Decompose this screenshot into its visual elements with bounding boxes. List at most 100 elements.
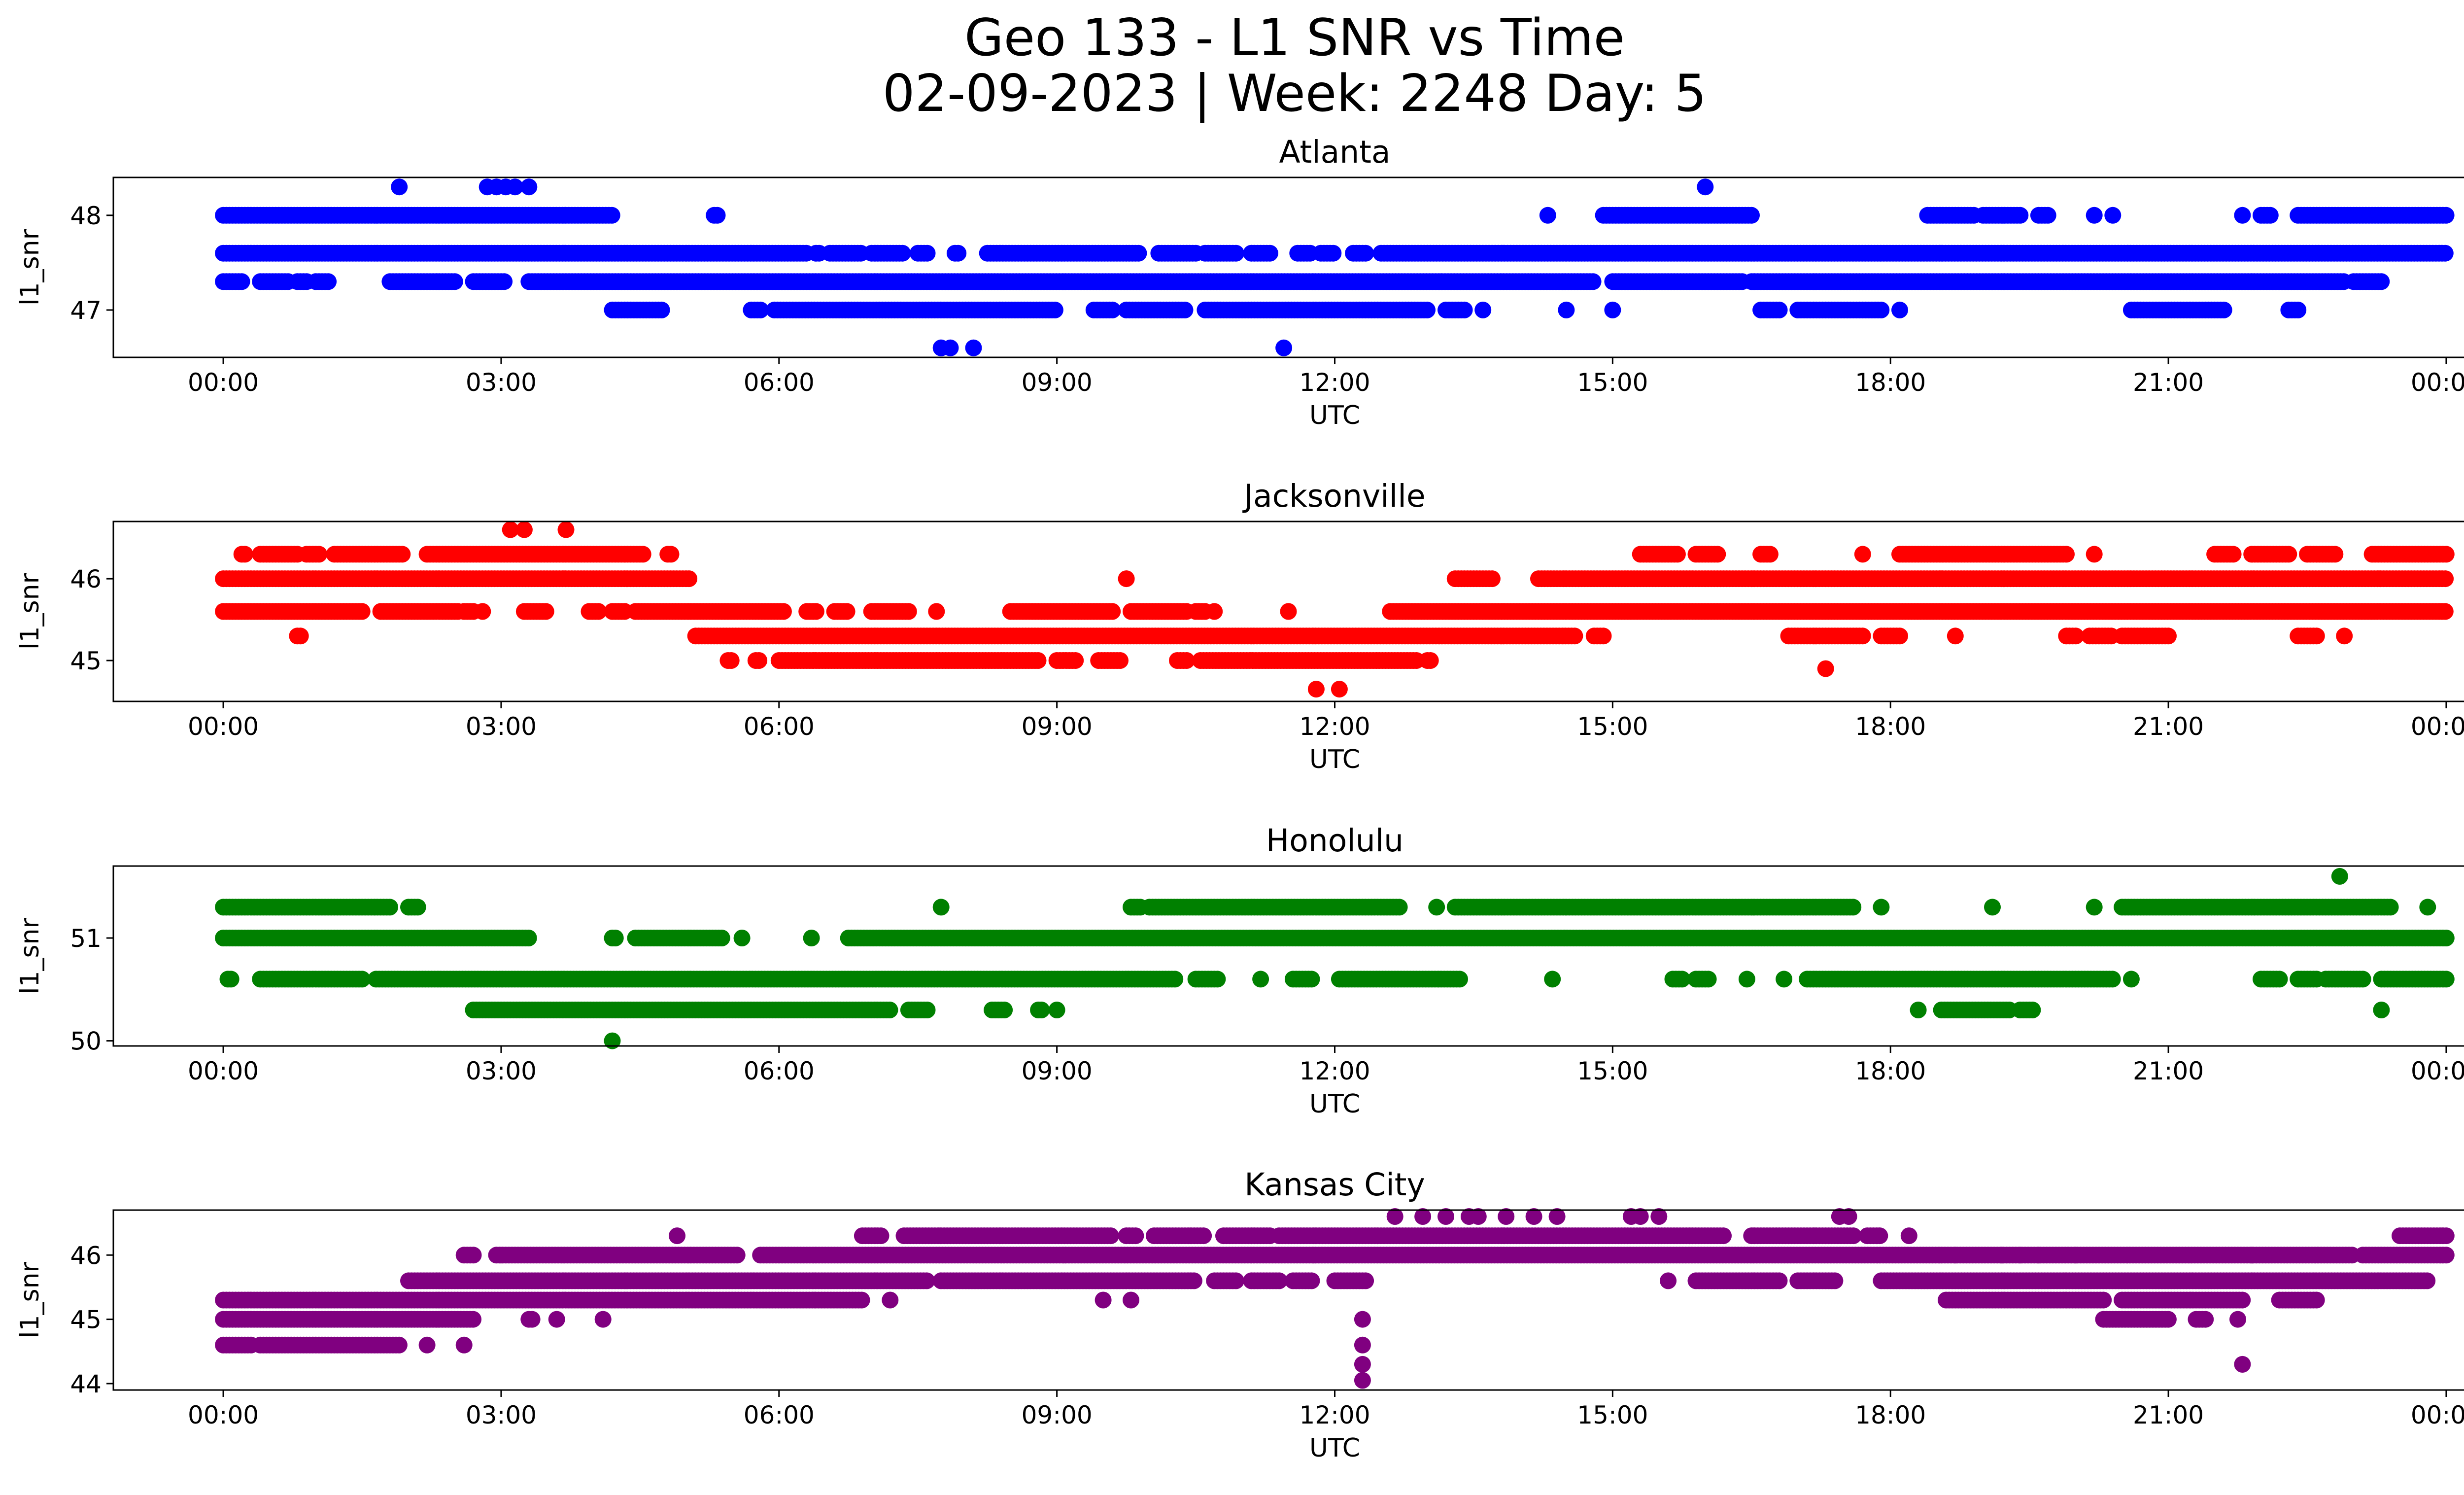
x-tick-label: 15:00 <box>1577 712 1648 741</box>
x-tick-label: 00:00 <box>2411 368 2464 397</box>
data-point <box>1566 627 1583 645</box>
scatter-series <box>215 178 2455 356</box>
data-point <box>446 273 463 290</box>
data-point <box>1261 244 1278 262</box>
data-point <box>394 546 411 563</box>
data-point <box>1029 652 1047 669</box>
data-point <box>1391 899 1408 916</box>
data-point <box>1845 899 1862 916</box>
data-point <box>1046 301 1063 318</box>
y-tick-label: 47 <box>70 296 102 325</box>
data-point <box>2437 570 2454 588</box>
x-tick-label: 00:00 <box>188 368 259 397</box>
data-point <box>1176 301 1194 318</box>
data-point <box>2308 627 2325 645</box>
data-point <box>653 301 670 318</box>
data-point <box>2215 301 2232 318</box>
data-point <box>2261 207 2279 224</box>
data-point <box>2436 603 2454 620</box>
panel-atlanta: 00:00 03:00 06:00 09:00 12:00 15:00 18:00 21:00… <box>15 134 2464 430</box>
y-tick-label: 45 <box>70 647 102 675</box>
x-tick-label: 03:00 <box>466 368 537 397</box>
y-tick-label: 46 <box>70 565 102 593</box>
data-point <box>722 652 740 669</box>
data-point <box>1584 273 1602 290</box>
data-point <box>292 627 309 645</box>
data-point <box>1539 207 1556 224</box>
x-tick-label: 18:00 <box>1855 368 1926 397</box>
data-point <box>2012 207 2029 224</box>
x-tick-label: 00:00 <box>2411 712 2464 741</box>
data-point <box>353 603 371 620</box>
data-point <box>1331 681 1348 698</box>
data-point <box>709 207 726 224</box>
data-point <box>803 930 820 946</box>
data-point <box>1873 899 1890 916</box>
figure-title-line2: 02-09-2023 | Week: 2248 Day: 5 <box>883 64 1707 123</box>
panel-title: Atlanta <box>1279 134 1390 170</box>
data-point <box>1112 652 1129 669</box>
data-point <box>1697 178 1714 196</box>
data-point <box>1947 627 1964 645</box>
data-point <box>2058 546 2075 563</box>
data-point <box>1604 301 1621 318</box>
x-tick-label: 09:00 <box>1022 712 1093 741</box>
data-point <box>2331 868 2348 885</box>
data-point <box>474 603 491 620</box>
data-point <box>2373 273 2390 290</box>
y-tick-label: 48 <box>70 202 102 230</box>
data-point <box>607 930 624 946</box>
data-point <box>320 273 337 290</box>
data-point <box>2280 546 2297 563</box>
data-point <box>2086 207 2103 224</box>
data-point <box>950 244 967 262</box>
data-point <box>894 244 911 262</box>
data-point <box>662 546 680 563</box>
x-tick-label: 09:00 <box>1022 368 1093 397</box>
scatter-series <box>215 521 2455 698</box>
data-point <box>520 178 538 196</box>
data-point <box>2224 546 2242 563</box>
data-point <box>496 273 513 290</box>
data-point <box>1104 301 1121 318</box>
x-tick-label: 03:00 <box>466 712 537 741</box>
data-point <box>2336 627 2353 645</box>
x-tick-label: 21:00 <box>2133 368 2204 397</box>
data-point <box>1357 244 1374 262</box>
x-tick-label: 21:00 <box>2133 712 2204 741</box>
x-tick-label: 06:00 <box>744 368 815 397</box>
data-point <box>2419 899 2436 916</box>
figure-title-line1: Geo 133 - L1 SNR vs Time <box>964 8 1625 68</box>
data-point <box>537 603 554 620</box>
data-point <box>557 521 575 538</box>
panel-title: Jacksonville <box>1242 478 1425 514</box>
data-point <box>2086 899 2103 916</box>
data-point <box>236 546 253 563</box>
data-point <box>1325 244 1342 262</box>
data-point <box>752 301 769 318</box>
data-point <box>222 971 240 988</box>
data-point <box>2437 207 2455 224</box>
data-point <box>2039 207 2056 224</box>
data-point <box>1474 301 1492 318</box>
y-axis-label: l1_snr <box>15 229 45 306</box>
x-tick-label: 18:00 <box>1855 712 1926 741</box>
data-point <box>1761 546 1779 563</box>
data-point <box>2234 207 2251 224</box>
data-point <box>2437 546 2455 563</box>
data-point <box>515 521 533 538</box>
data-point <box>310 546 328 563</box>
data-point <box>1669 546 1686 563</box>
x-tick-label: 06:00 <box>744 712 815 741</box>
data-point <box>1307 681 1325 698</box>
data-point <box>1067 652 1084 669</box>
data-point <box>409 899 426 916</box>
x-axis-label: UTC <box>1309 401 1360 430</box>
data-point <box>775 603 792 620</box>
data-point <box>733 930 751 946</box>
data-point <box>1984 899 2001 916</box>
data-point <box>1558 301 1575 318</box>
data-point <box>932 899 950 916</box>
x-tick-label: 00:00 <box>188 712 259 741</box>
